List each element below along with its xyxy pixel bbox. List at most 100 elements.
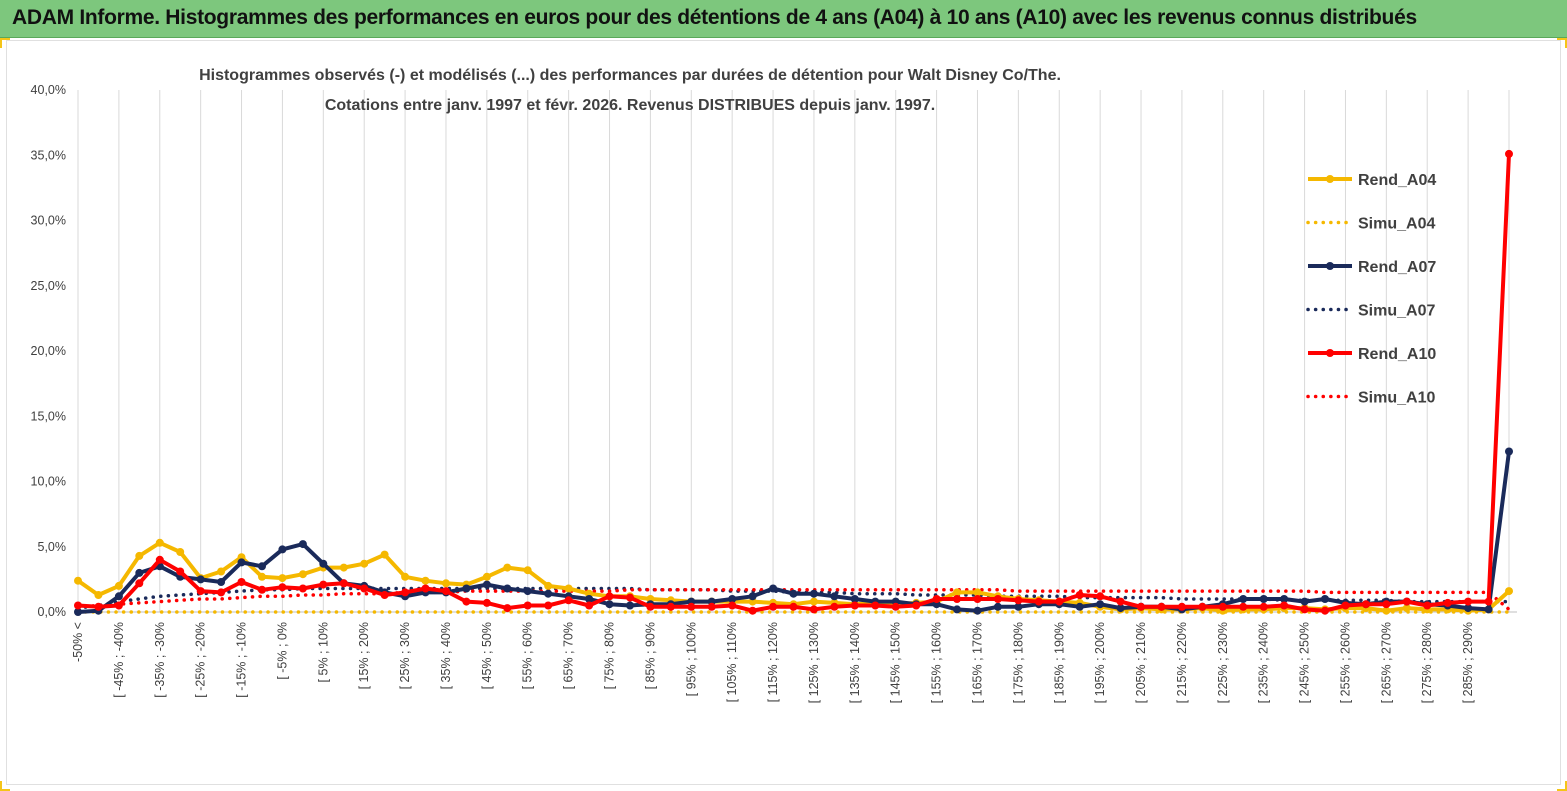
data-point — [1321, 606, 1329, 615]
x-tick-label: [ 185% ; 190% — [1052, 622, 1066, 703]
data-point — [114, 601, 123, 610]
report-banner: ADAM Informe. Histogrammes des performan… — [0, 0, 1567, 38]
data-point — [258, 585, 266, 594]
data-point — [155, 538, 164, 547]
x-tick-label: [ 155% ; 160% — [930, 622, 944, 703]
x-tick-label: [ 255% ; 260% — [1338, 622, 1352, 703]
report-title: ADAM Informe. Histogrammes des performan… — [12, 6, 1417, 29]
data-point — [605, 600, 614, 609]
data-point — [1014, 596, 1023, 605]
y-tick-label: 30,0% — [31, 214, 66, 228]
chart-title: Histogrammes observés (-) et modélisés (… — [199, 67, 1061, 84]
data-point — [401, 572, 410, 581]
x-tick-label: [ 215% ; 220% — [1175, 622, 1189, 703]
x-tick-label: [ -5% ; 0% — [275, 622, 289, 680]
y-tick-label: 40,0% — [31, 83, 66, 97]
data-point — [155, 555, 164, 564]
legend-entry: Rend_A07 — [1308, 259, 1436, 276]
x-tick-label: [ 5% ; 10% — [316, 622, 330, 682]
data-point — [830, 592, 839, 601]
data-point — [298, 540, 307, 549]
x-tick-label: [ -25% ; -20% — [194, 622, 208, 698]
data-point — [953, 595, 961, 603]
data-point — [748, 606, 757, 615]
x-tick-label: [ 85% ; 90% — [643, 622, 657, 689]
data-point — [809, 605, 818, 614]
x-tick-label: [ 45% ; 50% — [480, 622, 494, 689]
data-point — [1116, 597, 1125, 606]
chart-titles: Histogrammes observés (-) et modélisés (… — [199, 67, 1061, 114]
data-point — [1075, 602, 1084, 611]
data-point — [891, 602, 900, 611]
x-tick-label: [ 145% ; 150% — [889, 622, 903, 703]
x-tick-label: [ -35% ; -30% — [153, 622, 167, 698]
data-point — [626, 593, 634, 602]
x-tick-label: [ 115% ; 120% — [766, 622, 780, 702]
data-point — [666, 602, 675, 611]
data-point — [1341, 601, 1350, 610]
data-point — [809, 597, 818, 606]
data-point — [1157, 602, 1166, 611]
x-tick-label: [ 75% ; 80% — [603, 622, 617, 689]
grid — [77, 90, 1510, 612]
legend-label: Rend_A04 — [1358, 172, 1436, 189]
data-point — [1218, 602, 1227, 611]
data-point — [319, 559, 328, 568]
corner-marker — [1557, 38, 1567, 48]
data-point — [1505, 447, 1513, 456]
data-point — [748, 592, 757, 601]
data-point — [217, 578, 226, 586]
x-tick-label: [ 235% ; 240% — [1257, 622, 1271, 703]
data-point — [1075, 591, 1084, 599]
x-tick-label: [ 55% ; 60% — [521, 622, 535, 689]
data-point — [1505, 149, 1513, 158]
data-point — [585, 601, 594, 610]
data-point — [605, 592, 614, 601]
data-point — [482, 598, 491, 607]
legend-marker — [1326, 349, 1334, 357]
data-point — [1300, 597, 1309, 606]
legend-label: Simu_A04 — [1358, 216, 1435, 233]
data-point — [1300, 605, 1309, 614]
data-point — [626, 601, 634, 610]
data-point — [380, 591, 389, 599]
x-tick-label: [ 125% ; 130% — [807, 622, 821, 703]
data-point — [544, 581, 553, 590]
data-point — [973, 606, 982, 615]
chart-frame — [6, 40, 1561, 785]
x-tick-label: [ 35% ; 40% — [439, 622, 453, 689]
data-point — [1361, 600, 1370, 609]
y-tick-label: 25,0% — [31, 279, 66, 293]
corner-marker — [1557, 781, 1567, 791]
series-rend-a10 — [74, 149, 1513, 615]
data-point — [1280, 601, 1289, 610]
x-tick-label: [ 245% ; 250% — [1298, 622, 1312, 703]
data-point — [1239, 602, 1248, 611]
data-point — [217, 567, 226, 576]
data-point — [1321, 595, 1329, 603]
y-tick-label: 35,0% — [31, 148, 66, 162]
data-point — [809, 589, 818, 598]
legend-marker — [1326, 262, 1334, 270]
data-point — [871, 601, 880, 610]
data-point — [1014, 602, 1023, 611]
data-point — [1484, 597, 1493, 606]
data-point — [728, 595, 737, 603]
x-tick-label: [ 135% ; 140% — [848, 622, 862, 703]
data-point — [1423, 601, 1432, 610]
data-point — [953, 605, 961, 614]
chart-subtitle: Cotations entre janv. 1997 et févr. 2026… — [325, 97, 935, 114]
data-point — [462, 584, 471, 593]
x-tick-label: [ 265% ; 270% — [1379, 622, 1393, 703]
data-point — [523, 587, 532, 596]
data-point — [544, 601, 553, 610]
data-point — [298, 584, 307, 593]
data-point — [1443, 598, 1452, 607]
y-tick-label: 20,0% — [31, 344, 66, 358]
data-point — [1464, 604, 1473, 613]
x-tick-label: [ 205% ; 210% — [1134, 622, 1148, 703]
data-point — [503, 563, 512, 572]
data-point — [1505, 587, 1513, 596]
data-point — [707, 602, 716, 611]
data-point — [973, 588, 982, 597]
